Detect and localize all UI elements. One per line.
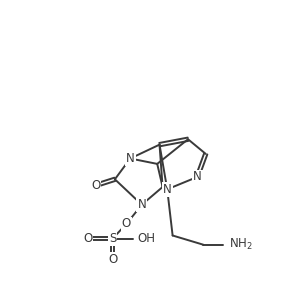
Text: O: O [122,217,131,231]
Text: N: N [163,183,172,196]
Text: S: S [109,232,116,245]
Text: O: O [108,253,117,266]
Text: N: N [126,152,135,165]
Text: O: O [91,179,100,192]
Text: N: N [193,170,202,184]
Text: O: O [83,232,93,245]
Text: OH: OH [137,232,155,245]
Text: N: N [138,198,146,211]
Text: NH$_2$: NH$_2$ [229,237,253,252]
Text: NH$_2$: NH$_2$ [229,237,253,252]
